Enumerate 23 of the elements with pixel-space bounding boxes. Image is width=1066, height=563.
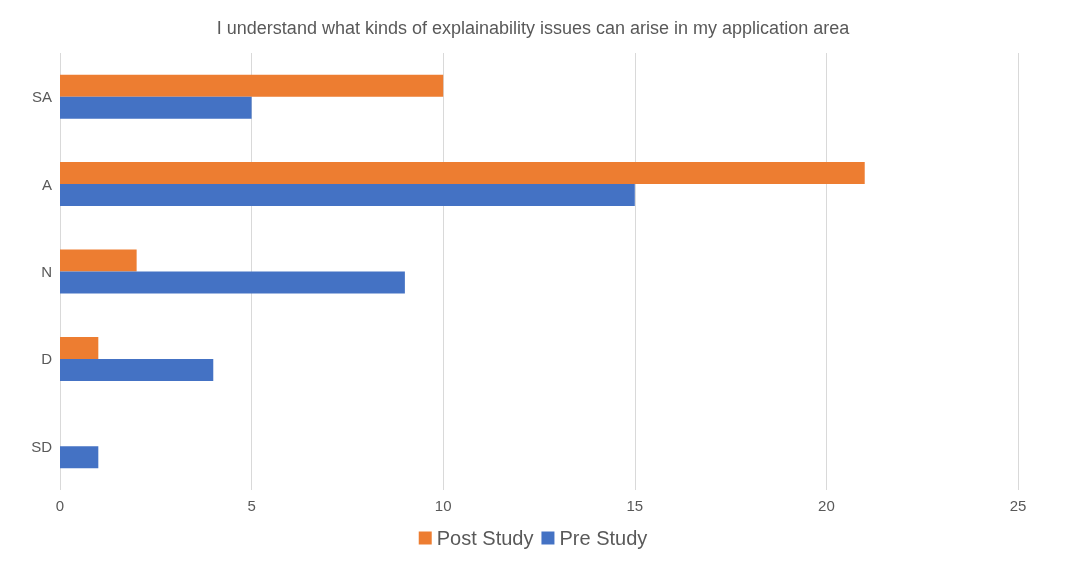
x-tick-label: 10 xyxy=(434,497,452,514)
y-tick-label: SD xyxy=(31,437,53,455)
bar xyxy=(60,96,252,119)
x-tick-label: 0 xyxy=(55,497,65,514)
bar xyxy=(60,336,99,359)
bar xyxy=(60,446,99,469)
y-tick-label: SA xyxy=(31,88,52,106)
chart-title: I understand what kinds of explainability issues can arise in my application area xyxy=(216,18,851,38)
bar xyxy=(60,358,214,381)
x-tick-label: 15 xyxy=(626,497,644,514)
bar xyxy=(60,249,137,272)
y-tick-label: D xyxy=(41,350,53,368)
legend-label: Post Study xyxy=(436,527,534,549)
y-tick-label: A xyxy=(41,175,52,193)
x-tick-label: 20 xyxy=(818,497,835,514)
y-tick-label: N xyxy=(41,263,52,280)
bar xyxy=(60,74,444,97)
bar xyxy=(60,162,865,185)
x-tick-label: 5 xyxy=(247,497,256,514)
bar xyxy=(60,184,635,207)
x-tick-label: 25 xyxy=(1009,497,1027,514)
legend-label: Pre Study xyxy=(559,527,648,549)
bar xyxy=(60,271,405,294)
